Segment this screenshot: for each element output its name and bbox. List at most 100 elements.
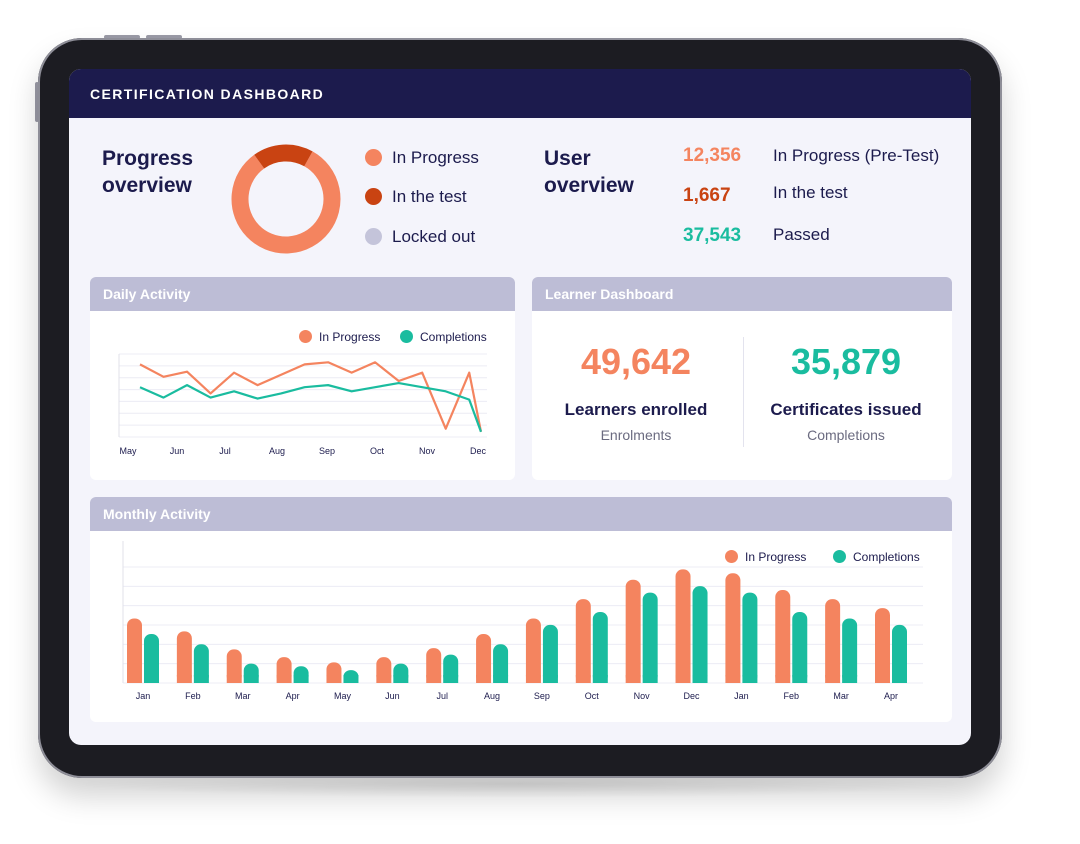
card-title: Learner Dashboard: [545, 286, 674, 302]
x-tick-label: Jun: [170, 446, 185, 456]
volume-down-button: [146, 35, 182, 39]
x-tick-label: May: [334, 691, 352, 701]
legend-dot: [400, 330, 413, 343]
x-tick-label: Apr: [286, 691, 300, 701]
bar-in-progress: [625, 579, 641, 683]
x-tick-label: Jun: [385, 691, 400, 701]
user-label-passed: Passed: [773, 225, 830, 244]
bar-base: [144, 675, 159, 683]
x-tick-label: Nov: [634, 691, 651, 701]
bar-base: [476, 675, 492, 683]
bar-base: [326, 675, 342, 683]
bar-in-progress: [176, 631, 192, 683]
learners-enrolled-value: 49,642: [580, 341, 692, 382]
dashboard-title: CERTIFICATION DASHBOARD: [90, 86, 325, 102]
bar-base: [892, 675, 907, 683]
daily-activity-card: Daily Activity In Progress Completions M…: [90, 277, 515, 480]
progress-overview-title: Progress overview: [102, 147, 194, 197]
bar-base: [875, 675, 890, 683]
legend-dot: [299, 330, 312, 343]
x-tick-label: Sep: [534, 691, 550, 701]
progress-donut-chart: [231, 144, 341, 254]
bar-base: [426, 675, 442, 683]
bar-completions: [742, 592, 758, 683]
bar-in-progress: [226, 649, 242, 683]
user-overview-title: User overview: [544, 147, 634, 197]
card-title: Monthly Activity: [103, 506, 211, 522]
bar-base: [193, 675, 209, 683]
power-button: [35, 82, 39, 122]
x-tick-label: Jan: [734, 691, 749, 701]
legend-dot: [833, 550, 846, 563]
x-tick-label: May: [119, 446, 137, 456]
x-tick-label: Aug: [269, 446, 285, 456]
bar-base: [842, 675, 858, 683]
bar-base: [226, 675, 242, 683]
monthly-activity-card: Monthly Activity In Progress Completions…: [90, 497, 952, 722]
bar-base: [443, 675, 459, 683]
volume-up-button: [104, 35, 140, 39]
x-tick-label: Dec: [684, 691, 701, 701]
x-tick-label: Oct: [370, 446, 385, 456]
card-header: Daily Activity: [90, 277, 515, 311]
x-tick-label: Jul: [436, 691, 448, 701]
x-tick-label: Oct: [585, 691, 600, 701]
learners-enrolled-label: Learners enrolled: [564, 400, 708, 419]
bar-base: [127, 675, 142, 683]
bar-in-progress: [875, 608, 890, 683]
bar-in-progress: [426, 648, 442, 683]
x-tick-label: Apr: [884, 691, 898, 701]
user-count-in-test: 1,667: [683, 185, 731, 206]
x-tick-label: Mar: [235, 691, 251, 701]
legend-dot: [365, 228, 382, 245]
bar-completions: [592, 612, 608, 683]
bar-completions: [542, 624, 558, 683]
series-line-in-progress: [139, 361, 483, 433]
bar-in-progress: [825, 599, 841, 683]
donut-slice-in-progress: [231, 151, 341, 254]
x-tick-label: Aug: [484, 691, 500, 701]
bar-completions: [892, 624, 907, 683]
legend-dot: [365, 149, 382, 166]
x-tick-label: Jan: [136, 691, 151, 701]
bar-completions: [692, 586, 708, 683]
completions-label: Completions: [807, 427, 885, 443]
bar-base: [742, 675, 758, 683]
bar-completions: [642, 592, 658, 683]
enrolments-label: Enrolments: [600, 427, 672, 443]
x-tick-label: Jul: [219, 446, 231, 456]
bar-completions: [193, 644, 209, 683]
bar-completions: [493, 644, 509, 683]
user-label-in-progress: In Progress (Pre-Test): [773, 146, 940, 165]
user-count-in-progress: 12,356: [683, 145, 742, 166]
card-header: Learner Dashboard: [532, 277, 952, 311]
metric-divider: [743, 337, 744, 447]
bar-base: [542, 675, 558, 683]
donut-slice-in-the-test: [254, 144, 313, 169]
series-line-completions: [139, 381, 483, 433]
card-title: Daily Activity: [103, 286, 191, 302]
x-tick-label: Dec: [470, 446, 487, 456]
bar-in-progress: [675, 569, 691, 683]
bar-completions: [144, 633, 159, 683]
bar-base: [825, 675, 841, 683]
bar-base: [176, 675, 192, 683]
bar-base: [675, 675, 691, 683]
bar-base: [792, 675, 808, 683]
bar-base: [725, 675, 741, 683]
bar-in-progress: [575, 599, 591, 683]
daily-activity-line-chart: May Jun Jul Aug Sep Oct Nov Dec: [118, 353, 487, 456]
bar-base: [575, 675, 591, 683]
user-label-in-test: In the test: [773, 183, 848, 202]
user-count-passed: 37,543: [683, 225, 742, 246]
top-bar: CERTIFICATION DASHBOARD: [69, 69, 971, 118]
bar-in-progress: [525, 618, 541, 683]
bar-base: [625, 675, 641, 683]
bar-base: [692, 675, 708, 683]
x-tick-label: Feb: [185, 691, 201, 701]
bar-base: [393, 675, 409, 683]
legend-dot: [725, 550, 738, 563]
bar-base: [343, 675, 359, 683]
learner-dashboard-card: Learner Dashboard 49,642 Learners enroll…: [532, 277, 952, 480]
bar-base: [276, 675, 292, 683]
